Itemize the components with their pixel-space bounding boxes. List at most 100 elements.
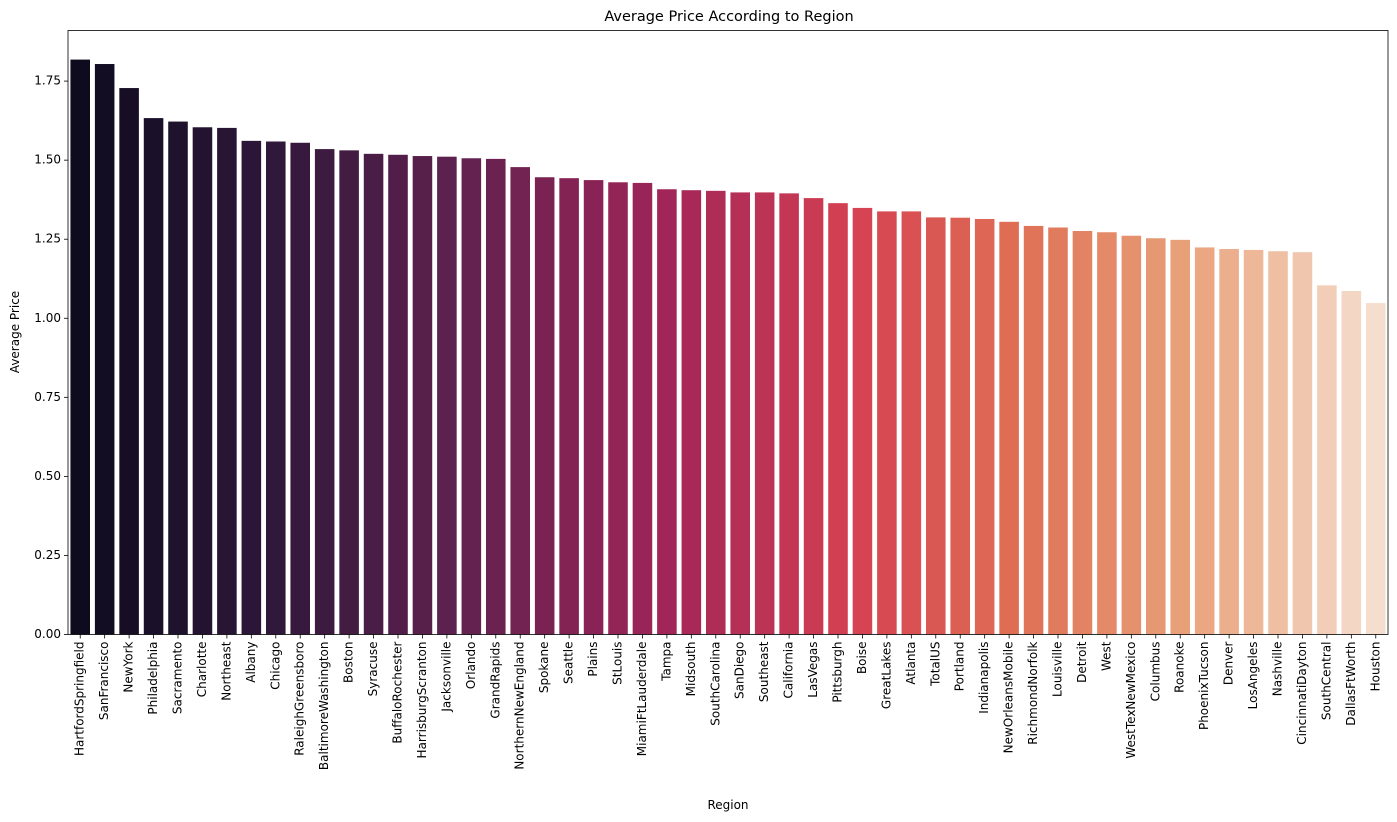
bar-SouthCentral	[1317, 285, 1337, 635]
bar-WestTexNewMexico	[1121, 235, 1142, 635]
bar-HarrisburgScranton	[412, 156, 433, 635]
x-tick-label: TotalUS	[928, 642, 942, 687]
x-tick-label: Orlando	[464, 642, 478, 690]
bar-Syracuse	[363, 153, 384, 635]
bar-SanFrancisco	[94, 64, 115, 635]
bar-Orlando	[461, 158, 482, 635]
x-tick-label: Louisville	[1051, 642, 1065, 698]
x-tick-label: California	[782, 642, 796, 699]
x-tick-label: Charlotte	[195, 642, 209, 698]
bar-NewYork	[119, 88, 139, 635]
x-tick-label: GreatLakes	[879, 642, 893, 710]
bar-Midsouth	[681, 190, 702, 635]
bar-NorthernNewEngland	[510, 167, 530, 635]
bar-GrandRapids	[486, 158, 506, 635]
x-tick-label: Nashville	[1271, 642, 1285, 697]
bar-Jacksonville	[437, 156, 457, 635]
bar-Southeast	[754, 192, 775, 635]
x-tick-label: Jacksonville	[439, 642, 453, 713]
x-tick-label: Tampa	[659, 642, 673, 682]
bar-Tampa	[657, 189, 677, 635]
bar-Plains	[583, 180, 604, 635]
x-tick-label: Columbus	[1148, 642, 1162, 702]
bar-CincinnatiDayton	[1292, 252, 1313, 635]
x-tick-label: Indianapolis	[977, 642, 991, 714]
x-tick-label: Houston	[1368, 642, 1382, 692]
x-tick-label: LosAngeles	[1246, 642, 1260, 710]
bar-California	[779, 193, 799, 635]
bar-NewOrleansMobile	[999, 221, 1019, 635]
bar-HartfordSpringfield	[70, 59, 90, 635]
plot-frame	[67, 30, 1389, 635]
bar-BaltimoreWashington	[314, 149, 335, 635]
x-tick-label: Portland	[953, 642, 967, 692]
x-tick-label: Boise	[855, 642, 869, 675]
x-tick-label: BuffaloRochester	[391, 641, 405, 743]
bar-Pittsburgh	[828, 203, 848, 635]
x-tick-label: Sacramento	[171, 642, 185, 715]
y-tick-label: 0.50	[34, 469, 61, 483]
bar-StLouis	[608, 182, 628, 635]
x-tick-label: NewYork	[122, 641, 136, 692]
y-tick-label: 0.75	[34, 390, 61, 404]
x-tick-label: HartfordSpringfield	[73, 642, 87, 757]
bar-GreatLakes	[877, 211, 897, 635]
bar-Boise	[852, 207, 873, 635]
x-tick-label: Midsouth	[684, 642, 698, 697]
bar-Roanoke	[1170, 239, 1190, 635]
bar-RaleighGreensboro	[290, 142, 310, 635]
x-tick-label: Southeast	[757, 641, 771, 702]
bar-Northeast	[217, 127, 237, 635]
bar-West	[1097, 232, 1117, 635]
y-axis-ticks: 0.00 0.25 0.50 0.75 1.00 1.25 1.50 1.75	[34, 74, 68, 641]
bar-RichmondNorfolk	[1023, 225, 1044, 635]
x-tick-label: Spokane	[537, 642, 551, 694]
y-tick-label: 0.00	[34, 627, 61, 641]
bar-Chicago	[266, 141, 286, 635]
x-tick-label: Boston	[342, 642, 356, 683]
x-tick-label: CincinnatiDayton	[1295, 642, 1309, 745]
bar-PhoenixTucson	[1194, 247, 1215, 635]
bar-Boston	[339, 150, 359, 635]
x-tick-label: RichmondNorfolk	[1026, 641, 1040, 744]
x-axis-ticks: HartfordSpringfield SanFrancisco NewYork Ph…	[73, 634, 1382, 770]
x-tick-label: Seattle	[562, 642, 576, 684]
y-tick-label: 1.00	[34, 311, 61, 325]
bar-Indianapolis	[974, 218, 995, 635]
x-tick-label: Plains	[586, 642, 600, 677]
x-tick-label: NewOrleansMobile	[1002, 642, 1016, 754]
x-tick-label: Atlanta	[904, 642, 918, 685]
bars-group	[70, 59, 1386, 635]
x-tick-label: HarrisburgScranton	[415, 642, 429, 759]
bar-Nashville	[1268, 251, 1288, 635]
x-tick-label: SanFrancisco	[97, 642, 111, 721]
bar-Charlotte	[192, 127, 213, 635]
bar-Spokane	[534, 177, 555, 635]
x-tick-label: SouthCarolina	[708, 642, 722, 726]
x-tick-label: Syracuse	[366, 642, 380, 697]
x-tick-label: Albany	[244, 642, 258, 683]
x-tick-label: DallasFtWorth	[1344, 642, 1358, 726]
bar-Seattle	[559, 178, 579, 635]
bar-TotalUS	[926, 217, 946, 635]
x-tick-label: Philadelphia	[146, 642, 160, 715]
y-tick-label: 1.50	[34, 153, 61, 167]
bar-Columbus	[1146, 238, 1166, 635]
bar-Philadelphia	[143, 118, 164, 635]
x-tick-label: Northeast	[219, 641, 233, 701]
bar-Louisville	[1048, 227, 1068, 635]
y-tick-label: 1.75	[34, 74, 61, 88]
x-tick-label: WestTexNewMexico	[1124, 642, 1138, 759]
bar-Sacramento	[168, 121, 188, 635]
bar-Portland	[950, 217, 970, 635]
x-tick-label: MiamiFtLauderdale	[635, 642, 649, 757]
x-tick-label: LasVegas	[806, 642, 820, 698]
x-tick-label: GrandRapids	[488, 642, 502, 719]
bar-BuffaloRochester	[388, 154, 408, 635]
bar-LasVegas	[803, 198, 824, 635]
bar-DallasFtWorth	[1341, 291, 1362, 635]
bar-LosAngeles	[1243, 249, 1264, 635]
chart-title: Average Price According to Region	[604, 9, 853, 25]
x-tick-label: SanDiego	[733, 642, 747, 700]
x-tick-label: NorthernNewEngland	[513, 642, 527, 770]
